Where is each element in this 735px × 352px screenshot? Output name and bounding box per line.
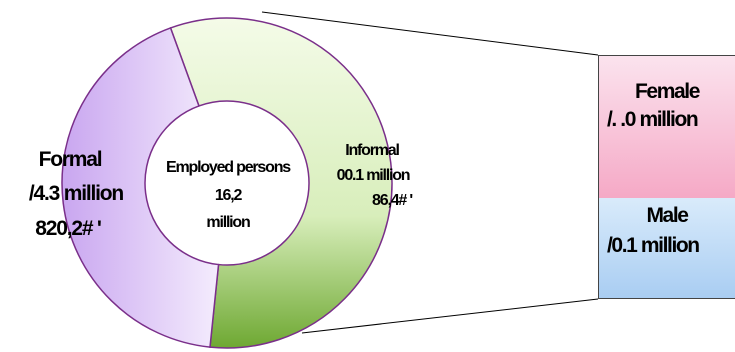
- segment-label-male: Male: [646, 204, 688, 227]
- center-label-line2: 16,2: [215, 187, 243, 204]
- breakdown-box: Female /. .0 million Male /0.1 million: [598, 55, 735, 299]
- segment-value-male: /0.1 million: [607, 234, 700, 257]
- segment-male: Male /0.1 million: [599, 198, 735, 298]
- segment-value-female: /. .0 million: [607, 108, 699, 131]
- slice-share-informal: 86,4# ': [372, 192, 412, 209]
- connector-line-top: [261, 11, 599, 56]
- center-label-line3: million: [206, 214, 250, 231]
- slice-value-informal: 00.1 million: [337, 167, 410, 184]
- slice-value-formal: /4.3 million: [29, 182, 123, 205]
- segment-female: Female /. .0 million: [599, 56, 735, 199]
- slice-informal: [169, 17, 393, 349]
- slice-share-formal: 820,2# ': [35, 217, 101, 240]
- slice-formal: [61, 26, 220, 348]
- slice-label-informal: Informal: [345, 142, 399, 159]
- slice-label-formal: Formal: [39, 148, 102, 171]
- connector-line-bottom: [301, 298, 599, 334]
- center-label-line1: Employed persons: [166, 159, 291, 176]
- segment-label-female: Female: [635, 80, 700, 103]
